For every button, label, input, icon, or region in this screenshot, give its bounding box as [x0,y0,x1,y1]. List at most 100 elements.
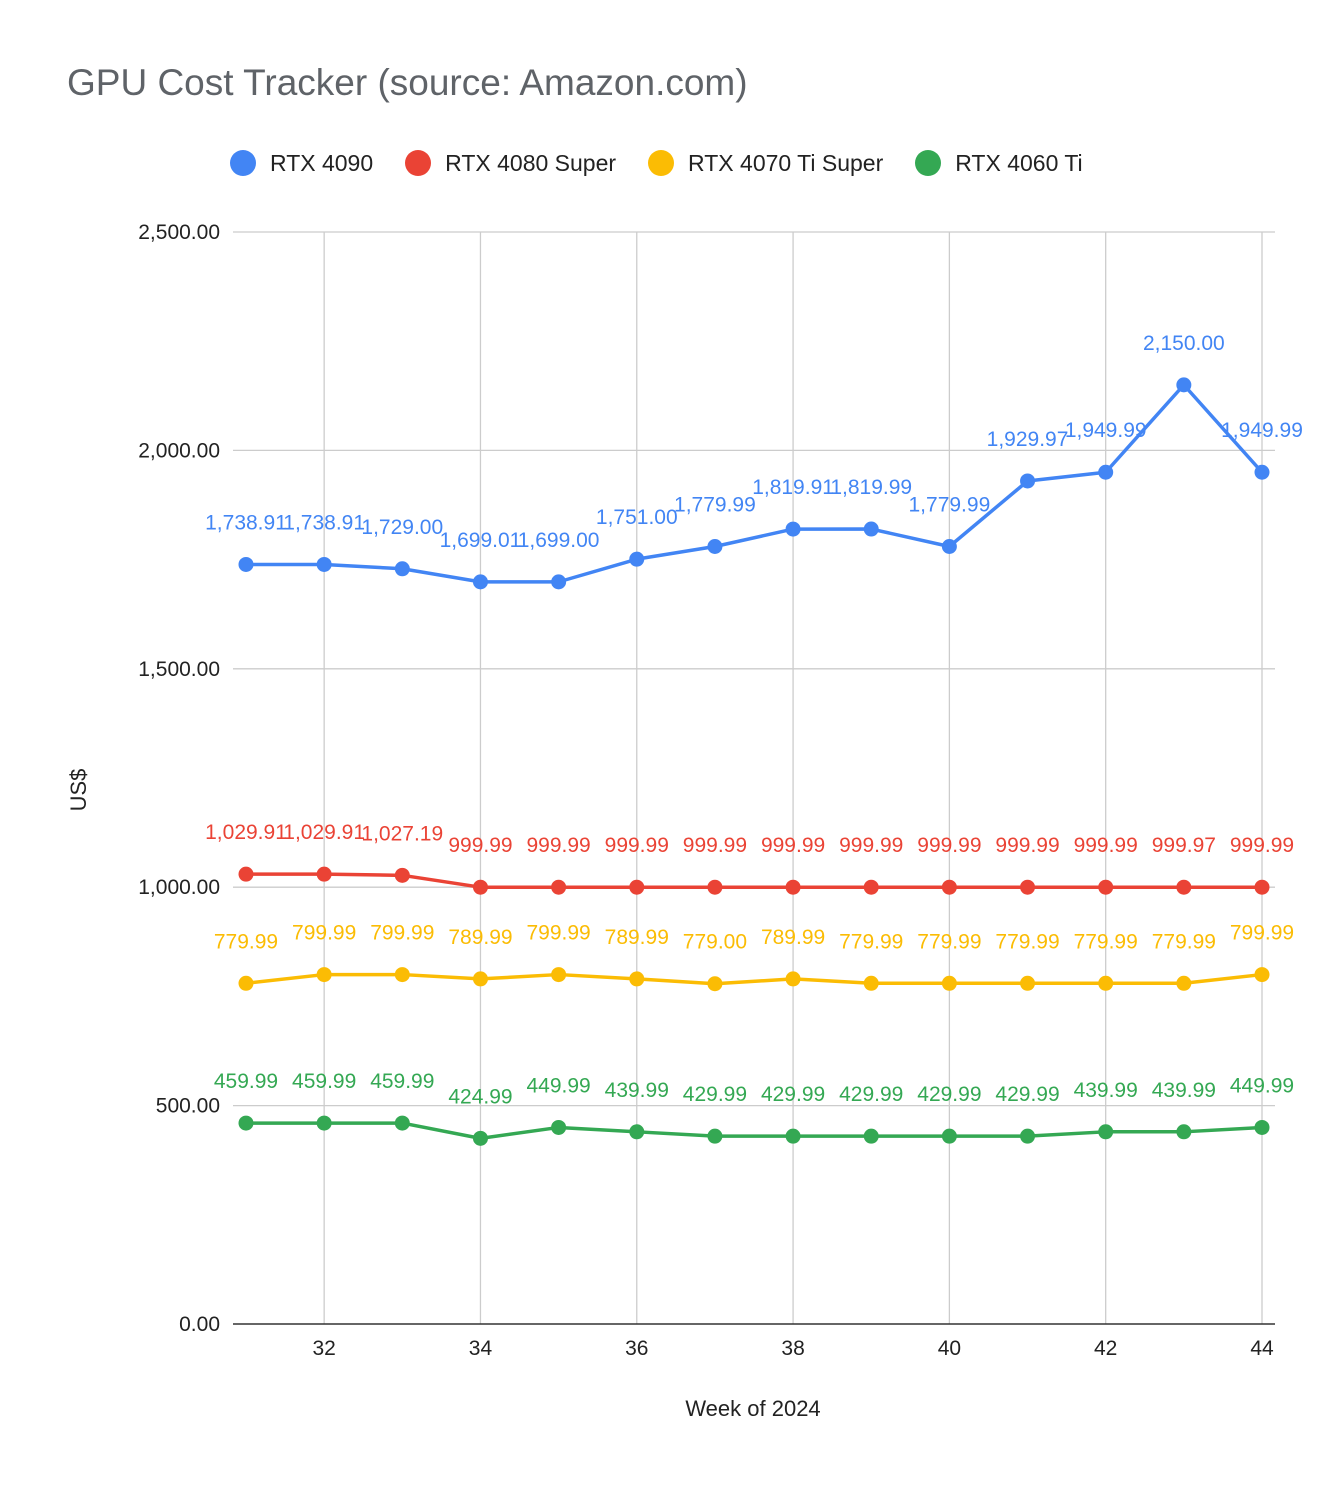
legend-item-rtx-4080-super[interactable]: RTX 4080 Super [405,150,616,177]
data-point-rtx-4090[interactable] [941,539,957,555]
data-point-rtx-4070-ti-super[interactable] [551,967,567,983]
data-point-rtx-4080-super[interactable] [472,879,488,895]
data-point-rtx-4070-ti-super[interactable] [472,971,488,987]
data-point-rtx-4060-ti[interactable] [941,1128,957,1144]
data-point-rtx-4080-super[interactable] [551,879,567,895]
y-axis: 0.00 500.00 1,000.00 1,500.00 2,000.00 2,500.… [138,221,220,1336]
data-label-rtx-4070-ti-super: 789.99 [761,926,825,949]
x-tick-label: 40 [938,1337,961,1360]
y-axis-title: US$ [66,769,91,812]
data-label-rtx-4080-super: 999.99 [917,834,981,857]
data-point-rtx-4060-ti[interactable] [394,1115,410,1131]
data-point-rtx-4070-ti-super[interactable] [316,967,332,983]
data-point-rtx-4090[interactable] [551,574,567,590]
data-label-rtx-4070-ti-super: 799.99 [526,922,590,945]
legend-marker-icon [405,150,432,176]
data-point-rtx-4060-ti[interactable] [1176,1124,1192,1140]
data-label-rtx-4090: 2,150.00 [1143,332,1225,355]
data-point-rtx-4080-super[interactable] [316,866,332,882]
data-point-rtx-4060-ti[interactable] [472,1130,488,1146]
data-label-rtx-4080-super: 1,029.91 [283,821,365,844]
data-point-rtx-4090[interactable] [238,556,254,572]
data-point-rtx-4060-ti[interactable] [707,1128,723,1144]
data-label-rtx-4060-ti: 439.99 [1152,1079,1216,1102]
data-point-rtx-4090[interactable] [316,556,332,572]
legend-item-rtx-4070-ti-super[interactable]: RTX 4070 Ti Super [648,150,883,177]
data-label-rtx-4080-super: 999.97 [1152,834,1216,857]
legend-item-rtx-4060-ti[interactable]: RTX 4060 Ti [915,149,1083,177]
legend-label: RTX 4070 Ti Super [688,149,884,176]
data-label-rtx-4060-ti: 424.99 [448,1085,512,1108]
data-point-rtx-4070-ti-super[interactable] [629,971,645,987]
data-point-rtx-4080-super[interactable] [785,879,801,895]
data-point-rtx-4090[interactable] [1020,473,1036,489]
data-point-rtx-4090[interactable] [1176,377,1192,393]
data-point-rtx-4090[interactable] [707,539,723,555]
data-point-rtx-4060-ti[interactable] [551,1119,567,1135]
y-tick-label: 500.00 [156,1095,220,1118]
data-label-rtx-4060-ti: 439.99 [1074,1079,1138,1102]
data-point-rtx-4060-ti[interactable] [1020,1128,1036,1144]
data-point-rtx-4070-ti-super[interactable] [941,975,957,991]
data-point-rtx-4070-ti-super[interactable] [394,967,410,983]
x-tick-label: 34 [469,1337,493,1360]
data-point-rtx-4090[interactable] [863,521,879,537]
data-point-rtx-4080-super[interactable] [1020,879,1036,895]
data-point-rtx-4090[interactable] [472,574,488,590]
legend-label: RTX 4090 [270,149,374,176]
data-point-rtx-4080-super[interactable] [238,866,254,882]
y-tick-label: 1,000.00 [138,876,220,899]
data-label-rtx-4080-super: 999.99 [995,834,1059,857]
series-group [238,377,1270,1146]
data-point-rtx-4070-ti-super[interactable] [1098,975,1114,991]
data-label-rtx-4070-ti-super: 779.99 [214,930,278,953]
data-point-rtx-4060-ti[interactable] [238,1115,254,1131]
data-label-rtx-4070-ti-super: 779.00 [683,931,747,954]
data-point-rtx-4070-ti-super[interactable] [238,975,254,991]
legend-item-rtx-4090[interactable]: RTX 4090 [230,150,373,177]
data-label-rtx-4080-super: 999.99 [605,834,669,857]
data-point-rtx-4090[interactable] [1098,464,1114,480]
data-point-rtx-4090[interactable] [1254,464,1270,480]
data-label-rtx-4090: 1,819.99 [830,476,912,499]
series-line-rtx-4090 [246,383,1264,584]
data-point-rtx-4090[interactable] [785,521,801,537]
data-point-rtx-4080-super[interactable] [941,879,957,895]
data-label-rtx-4080-super: 999.99 [448,834,512,857]
data-point-rtx-4070-ti-super[interactable] [785,971,801,987]
data-point-rtx-4060-ti[interactable] [1098,1124,1114,1140]
data-label-rtx-4080-super: 999.99 [1074,834,1138,857]
data-point-rtx-4080-super[interactable] [394,867,410,883]
data-label-rtx-4080-super: 999.99 [761,834,825,857]
data-point-rtx-4080-super[interactable] [863,879,879,895]
data-point-rtx-4080-super[interactable] [1176,879,1192,895]
data-point-rtx-4080-super[interactable] [1254,879,1270,895]
data-point-rtx-4080-super[interactable] [629,879,645,895]
data-label-rtx-4070-ti-super: 799.99 [1230,922,1294,945]
data-label-rtx-4060-ti: 429.99 [839,1083,903,1106]
data-point-rtx-4090[interactable] [629,551,645,567]
data-point-rtx-4070-ti-super[interactable] [1020,975,1036,991]
data-label-rtx-4090: 1,729.00 [361,516,443,539]
data-point-rtx-4090[interactable] [394,561,410,577]
legend-marker-icon [648,150,675,176]
data-label-rtx-4090: 1,738.91 [283,511,365,534]
data-point-rtx-4070-ti-super[interactable] [707,976,723,992]
data-point-rtx-4070-ti-super[interactable] [1254,967,1270,983]
data-point-rtx-4080-super[interactable] [1098,879,1114,895]
chart-legend: RTX 4090 RTX 4080 Super RTX 4070 Ti Supe… [230,146,1115,180]
series-line-rtx-4060-ti [246,1121,1263,1141]
data-point-rtx-4070-ti-super[interactable] [1176,975,1192,991]
data-point-rtx-4060-ti[interactable] [629,1124,645,1140]
y-tick-label: 2,500.00 [138,221,220,244]
data-point-rtx-4060-ti[interactable] [863,1128,879,1144]
legend-label: RTX 4060 Ti [955,149,1083,176]
data-point-rtx-4060-ti[interactable] [785,1128,801,1144]
data-label-rtx-4060-ti: 439.99 [605,1079,669,1102]
data-point-rtx-4060-ti[interactable] [1254,1119,1270,1135]
data-point-rtx-4080-super[interactable] [707,879,723,895]
data-point-rtx-4060-ti[interactable] [316,1115,332,1131]
data-point-rtx-4070-ti-super[interactable] [863,975,879,991]
x-tick-label: 36 [625,1337,648,1360]
